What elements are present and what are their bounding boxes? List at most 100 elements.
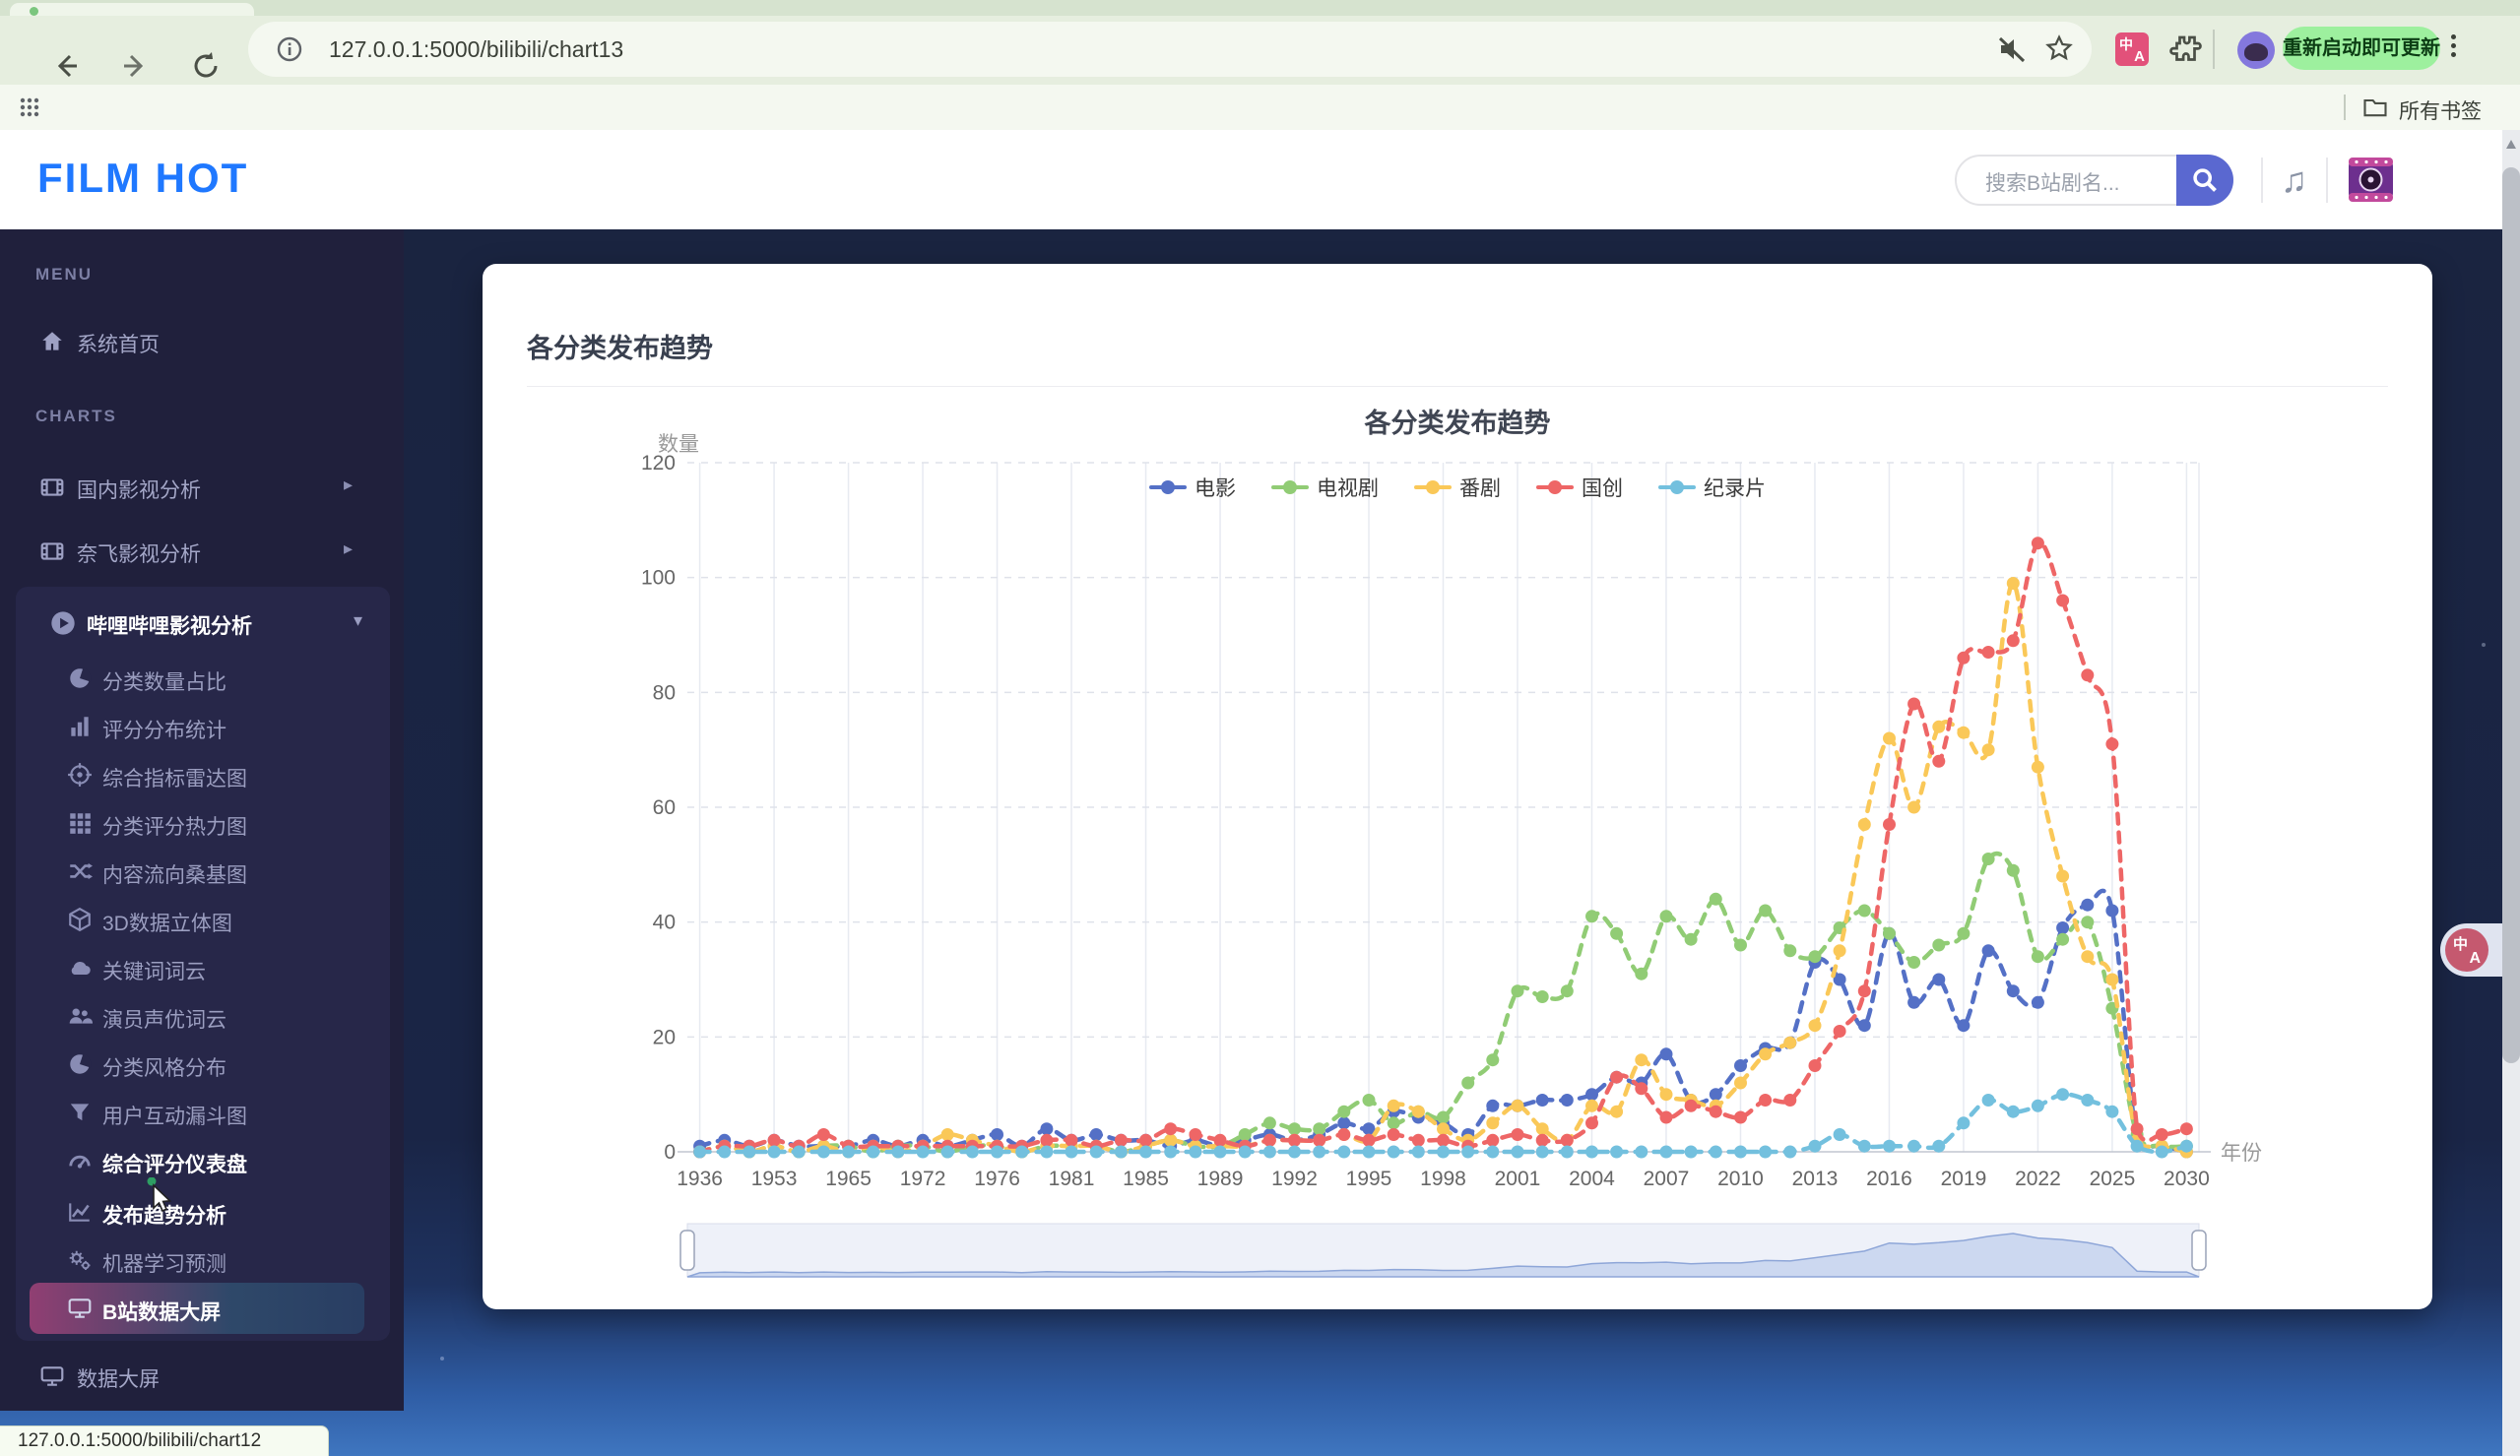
mute-icon[interactable] [1997,34,2027,64]
legend-item-纪录片[interactable]: 纪录片 [1658,473,1766,502]
toolbar-divider [2213,30,2215,69]
svg-text:0: 0 [664,1141,676,1164]
svg-text:2007: 2007 [1644,1168,1690,1190]
monitor-icon [68,1298,92,1318]
sidebar-item-label: 系统首页 [77,334,160,356]
sidebar-item-label: 数据大屏 [77,1368,160,1391]
svg-text:1998: 1998 [1420,1168,1466,1190]
sidebar-item-label: 关键词词云 [102,961,206,983]
legend-item-国创[interactable]: 国创 [1536,473,1623,502]
pie-icon [70,1053,92,1074]
sidebar-item-home[interactable]: 系统首页 [0,318,404,365]
svg-text:2025: 2025 [2090,1168,2136,1190]
sidebar-item-8[interactable]: 分类风格分布 [16,1042,390,1089]
sidebar-item-5[interactable]: 3D数据立体图 [16,897,390,944]
search-button[interactable] [2176,155,2233,206]
legend-label: 电影 [1195,477,1236,500]
home-icon [42,332,62,350]
sidebar-item-7[interactable]: 演员声优词云 [16,993,390,1041]
svg-text:1985: 1985 [1123,1168,1169,1190]
sidebar-item-9[interactable]: 用户互动漏斗图 [16,1090,390,1137]
svg-text:20: 20 [653,1026,676,1048]
page-translate-widget[interactable]: 中 A [2440,923,2503,977]
translate-extension-icon[interactable]: 中 A [2115,32,2149,66]
forward-icon[interactable] [118,49,152,83]
back-icon[interactable] [49,49,83,83]
legend-item-电影[interactable]: 电影 [1149,473,1236,502]
sidebar-item-13[interactable]: B站数据大屏 [16,1286,390,1333]
funnel-icon [70,1104,90,1121]
svg-text:1953: 1953 [751,1168,798,1190]
apps-grid-icon[interactable] [18,95,41,119]
sidebar-item-10[interactable]: 综合评分仪表盘 [16,1138,390,1185]
svg-text:1989: 1989 [1197,1168,1244,1190]
sidebar-item-datascreen[interactable]: 数据大屏 [0,1353,404,1400]
sidebar-item-0[interactable]: 分类数量占比 [16,656,390,703]
legend-marker [1536,480,1574,494]
menu-section-header: MENU [35,265,94,284]
site-info-icon[interactable] [276,35,303,63]
sidebar-item-6[interactable]: 关键词词云 [16,945,390,992]
svg-text:年份: 年份 [2221,1142,2262,1165]
sidebar-item-2[interactable]: 综合指标雷达图 [16,752,390,799]
sidebar-item-label: 综合评分仪表盘 [102,1154,247,1176]
legend-item-电视剧[interactable]: 电视剧 [1271,473,1379,502]
svg-text:120: 120 [641,452,676,475]
star-dot [2482,643,2486,647]
bookmarks-folder-icon[interactable] [2361,94,2389,121]
sidebar-item-4[interactable]: 内容流向桑基图 [16,849,390,896]
sidebar-item-label: 用户互动漏斗图 [102,1106,247,1128]
tab-favicon [30,7,38,16]
chevron-right-icon: ▸ [343,538,353,558]
sidebar-item-3[interactable]: 分类评分热力图 [16,800,390,848]
page-scrollbar-thumb[interactable] [2502,167,2520,1063]
translate-en-glyph: A [2134,48,2145,65]
sidebar-item-label: 发布趋势分析 [102,1205,226,1228]
chrome-update-button[interactable]: 重新启动即可更新 [2283,27,2440,70]
browser-active-tab[interactable] [10,3,254,16]
url-bar[interactable] [248,22,2092,77]
bookmarks-divider [2344,95,2346,120]
target-icon [68,763,92,787]
chevron-right-icon: ▸ [343,475,353,494]
svg-text:2013: 2013 [1792,1168,1839,1190]
url-text[interactable]: 127.0.0.1:5000/bilibili/chart13 [329,36,624,62]
film-icon [40,478,64,496]
scrollbar-up-arrow[interactable] [2506,140,2516,149]
grid-icon [70,813,91,834]
svg-text:2001: 2001 [1495,1168,1541,1190]
users-icon [69,1008,93,1024]
legend-marker [1414,480,1452,494]
sidebar-group-bilibili-panel: 哔哩哔哩影视分析 ▾ 分类数量占比 评分分布统计 综合指标雷达图 分类评分热力图… [16,587,390,1341]
translate-icon: 中 A [2445,928,2488,972]
extensions-puzzle-icon[interactable] [2166,32,2202,67]
legend-item-番剧[interactable]: 番剧 [1414,473,1501,502]
reload-icon[interactable] [189,49,223,83]
translate-zh-glyph: 中 [2119,36,2133,52]
user-avatar[interactable] [2348,157,2394,203]
browser-tab-strip [0,0,2520,16]
sidebar-group-netflix[interactable]: 奈飞影视分析 ▸ [0,528,404,575]
chart-title: 各分类发布趋势 [1364,409,1551,438]
browser-profile-avatar[interactable] [2237,32,2275,69]
music-icon[interactable]: ♫ [2281,159,2307,200]
sidebar-item-12[interactable]: 机器学习预测 [16,1237,390,1285]
all-bookmarks-label[interactable]: 所有书签 [2399,100,2482,123]
browser-menu-icon[interactable] [2448,31,2458,68]
bookmark-star-icon[interactable] [2044,33,2074,63]
svg-text:1972: 1972 [900,1168,946,1190]
svg-text:2019: 2019 [1941,1168,1987,1190]
bookmarks-bar [0,85,2520,130]
cube-icon [69,907,91,932]
sidebar-group-bilibili[interactable]: 哔哩哔哩影视分析 ▾ [16,599,390,648]
sidebar-item-11[interactable]: 发布趋势分析 [16,1189,390,1236]
sidebar-item-1[interactable]: 评分分布统计 [16,704,390,751]
app-logo[interactable]: FILM HOT [37,155,249,201]
avatar-figure [2244,43,2268,61]
translate-zh-glyph: 中 [2453,936,2469,953]
svg-text:1981: 1981 [1049,1168,1095,1190]
sidebar-group-domestic[interactable]: 国内影视分析 ▸ [0,464,404,511]
app-header: FILM HOT 搜索B站剧名... ♫ [0,130,2520,229]
svg-text:2010: 2010 [1717,1168,1764,1190]
pie-icon [70,667,92,688]
